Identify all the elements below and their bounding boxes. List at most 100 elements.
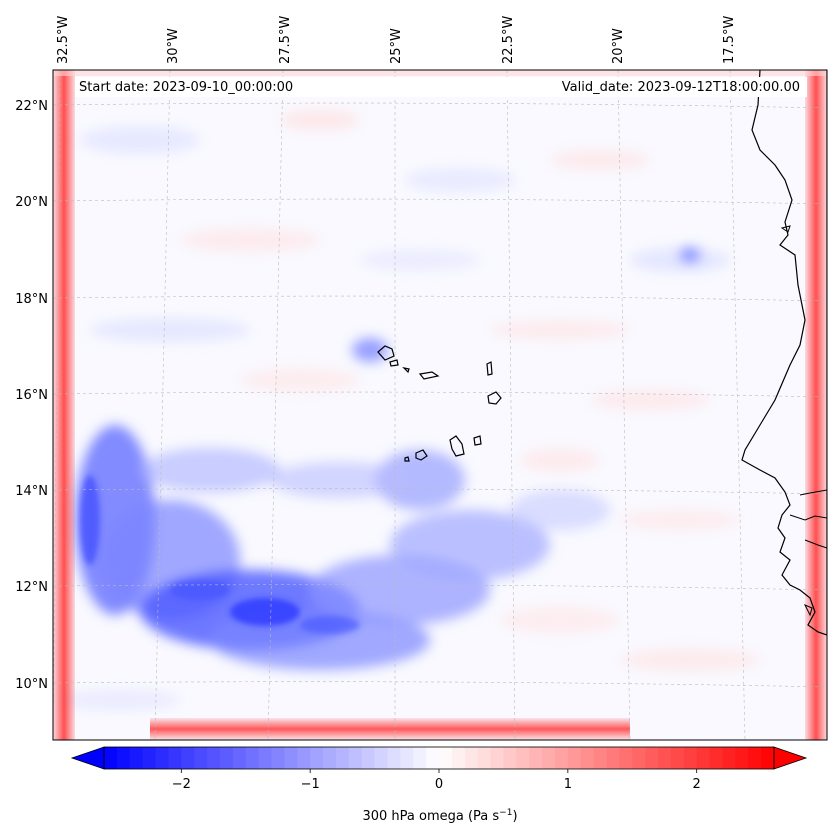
colorbar-swatch bbox=[219, 747, 234, 769]
background-mottle bbox=[60, 110, 760, 710]
lat-label-22n: 22°N bbox=[15, 99, 48, 114]
colorbar-tick-label: 2 bbox=[693, 777, 701, 792]
colorbar-swatch bbox=[709, 747, 724, 769]
colorbar-swatch bbox=[129, 747, 144, 769]
colorbar-swatch bbox=[761, 747, 775, 769]
colorbar-swatch bbox=[503, 747, 517, 769]
colorbar-swatches bbox=[104, 747, 775, 769]
colorbar-swatch bbox=[619, 747, 633, 769]
island-santa-luzia bbox=[402, 367, 410, 374]
colorbar-swatch bbox=[245, 747, 260, 769]
colorbar-swatch bbox=[632, 747, 646, 769]
colorbar-swatch bbox=[670, 747, 685, 769]
lon-label-25w: 25°W bbox=[389, 28, 404, 64]
colorbar-swatch bbox=[284, 747, 298, 769]
colorbar-swatch bbox=[413, 747, 427, 769]
colorbar-swatch bbox=[439, 747, 453, 769]
lat-label-14n: 14°N bbox=[15, 484, 48, 499]
colorbar-swatch bbox=[374, 747, 389, 769]
colorbar-swatch bbox=[593, 747, 608, 769]
lon-label-22-5w: 22.5°W bbox=[501, 16, 516, 64]
africa-coastline bbox=[741, 70, 827, 636]
colorbar-extend-min bbox=[70, 746, 105, 770]
colorbar-tick-label: 0 bbox=[435, 777, 443, 792]
colorbar-swatch bbox=[361, 747, 376, 769]
colorbar-swatch bbox=[477, 747, 492, 769]
island-santo-antao bbox=[377, 345, 395, 361]
lat-label-12n: 12°N bbox=[15, 580, 48, 595]
start-date-label: Start date: 2023-09-10_00:00:00 bbox=[79, 80, 293, 95]
lat-label-20n: 20°N bbox=[15, 195, 48, 210]
colorbar-swatch bbox=[297, 747, 311, 769]
island-santiago bbox=[449, 435, 465, 457]
colorbar-swatch bbox=[451, 747, 466, 769]
colorbar-swatch bbox=[696, 747, 711, 769]
colorbar-swatch bbox=[271, 747, 285, 769]
lon-label-30w: 30°W bbox=[166, 28, 181, 64]
lon-label-27-5w: 27.5°W bbox=[278, 16, 293, 64]
north-boundary-band bbox=[53, 70, 827, 76]
colorbar-swatch bbox=[722, 747, 736, 769]
colorbar-swatch bbox=[683, 747, 698, 769]
colorbar-swatch bbox=[400, 747, 414, 769]
colorbar-tick-label: 1 bbox=[564, 777, 572, 792]
gridlines bbox=[53, 70, 827, 740]
colorbar-swatch bbox=[168, 747, 182, 769]
colorbar-swatch bbox=[658, 747, 672, 769]
island-maio bbox=[473, 435, 482, 446]
colorbar-swatch bbox=[580, 747, 595, 769]
colorbar-swatch bbox=[181, 747, 195, 769]
colorbar-swatch bbox=[310, 747, 324, 769]
colorbar-swatch bbox=[323, 747, 337, 769]
south-boundary-band bbox=[150, 718, 630, 740]
colorbar-swatch bbox=[464, 747, 479, 769]
latitude-labels: 22°N 20°N 18°N 16°N 14°N 12°N 10°N bbox=[15, 99, 48, 692]
island-boa-vista bbox=[487, 391, 502, 405]
colorbar-swatch bbox=[155, 747, 170, 769]
lon-label-17-5w: 17.5°W bbox=[722, 16, 737, 64]
east-boundary-band bbox=[805, 70, 827, 740]
colorbar-extend-max bbox=[773, 746, 808, 770]
cape-verde-islands bbox=[377, 345, 502, 462]
header-strip bbox=[75, 77, 807, 97]
colorbar-ticks: −2 −1 0 1 2 bbox=[172, 769, 701, 792]
colorbar-tick-label: −1 bbox=[301, 777, 320, 792]
colorbar-swatch bbox=[748, 747, 762, 769]
colorbar-swatch bbox=[516, 747, 530, 769]
colorbar-swatch bbox=[142, 747, 157, 769]
colorbar-swatch bbox=[258, 747, 273, 769]
colorbar-swatch bbox=[645, 747, 659, 769]
island-brava bbox=[404, 456, 410, 462]
colorbar-label: 300 hPa omega (Pa s−1) bbox=[362, 808, 517, 824]
map-frame bbox=[52, 69, 828, 741]
lon-label-20w: 20°W bbox=[611, 28, 626, 64]
island-sao-vicente bbox=[389, 359, 399, 367]
valid-date-label: Valid_date: 2023-09-12T18:00:00.00 bbox=[562, 80, 800, 95]
colorbar-swatch bbox=[529, 747, 543, 769]
colorbar-swatch bbox=[194, 747, 208, 769]
lat-label-16n: 16°N bbox=[15, 388, 48, 403]
colorbar-swatch bbox=[232, 747, 247, 769]
island-fogo bbox=[415, 449, 428, 461]
longitude-labels: 32.5°W 30°W 27.5°W 25°W 22.5°W 20°W 17.5… bbox=[56, 16, 737, 64]
colorbar-swatch bbox=[348, 747, 363, 769]
colorbar-swatch bbox=[116, 747, 131, 769]
colorbar-swatch bbox=[554, 747, 569, 769]
island-sao-nicolau bbox=[418, 371, 440, 380]
colorbar-tick-label: −2 bbox=[172, 777, 191, 792]
omega-field bbox=[53, 70, 827, 740]
lat-label-18n: 18°N bbox=[15, 292, 48, 307]
colorbar-swatch bbox=[735, 747, 749, 769]
colorbar-swatch bbox=[207, 747, 221, 769]
colorbar-swatch bbox=[426, 747, 440, 769]
lat-label-10n: 10°N bbox=[15, 677, 48, 692]
colorbar-swatch bbox=[104, 747, 118, 769]
west-boundary-band bbox=[53, 70, 75, 740]
colorbar-swatch bbox=[606, 747, 620, 769]
coastal-details bbox=[780, 225, 827, 617]
colorbar-swatch bbox=[490, 747, 505, 769]
colorbar-swatch bbox=[335, 747, 350, 769]
colorbar-swatch bbox=[387, 747, 401, 769]
colorbar: −2 −1 0 1 2 300 hPa omega (Pa s−1) bbox=[70, 746, 808, 824]
